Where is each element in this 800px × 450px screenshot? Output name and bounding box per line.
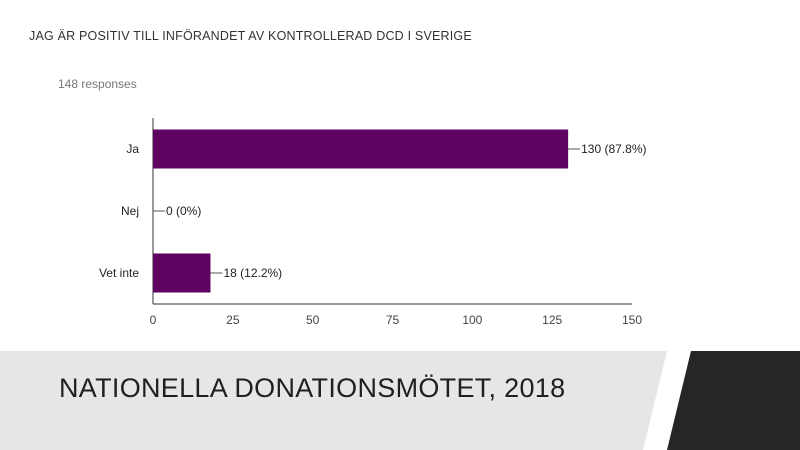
data-label: 18 (12.2%) [223,266,282,280]
bar-chart: 0 25 50 75 100 125 150 Ja 130 (87.8%) Nej 0 (0%) Ve… [99,118,647,327]
slide-footer-title: NATIONELLA DONATIONSMÖTET, 2018 [59,373,566,403]
data-label: 0 (0%) [166,204,201,218]
x-tick-label: 125 [542,313,562,327]
x-tick-label: 25 [226,313,240,327]
x-tick-label: 0 [150,313,157,327]
bar [153,129,569,169]
category-label: Nej [121,204,139,218]
x-tick-label: 75 [386,313,400,327]
response-count: 148 responses [58,77,137,91]
x-tick-label: 150 [622,313,642,327]
chart-question-title: JAG ÄR POSITIV TILL INFÖRANDET AV KONTRO… [29,29,472,43]
category-label: Vet inte [99,266,139,280]
data-label: 130 (87.8%) [581,142,646,156]
category-label: Ja [126,142,139,156]
x-tick-label: 50 [306,313,320,327]
x-tick-label: 100 [462,313,482,327]
bar [153,253,211,293]
